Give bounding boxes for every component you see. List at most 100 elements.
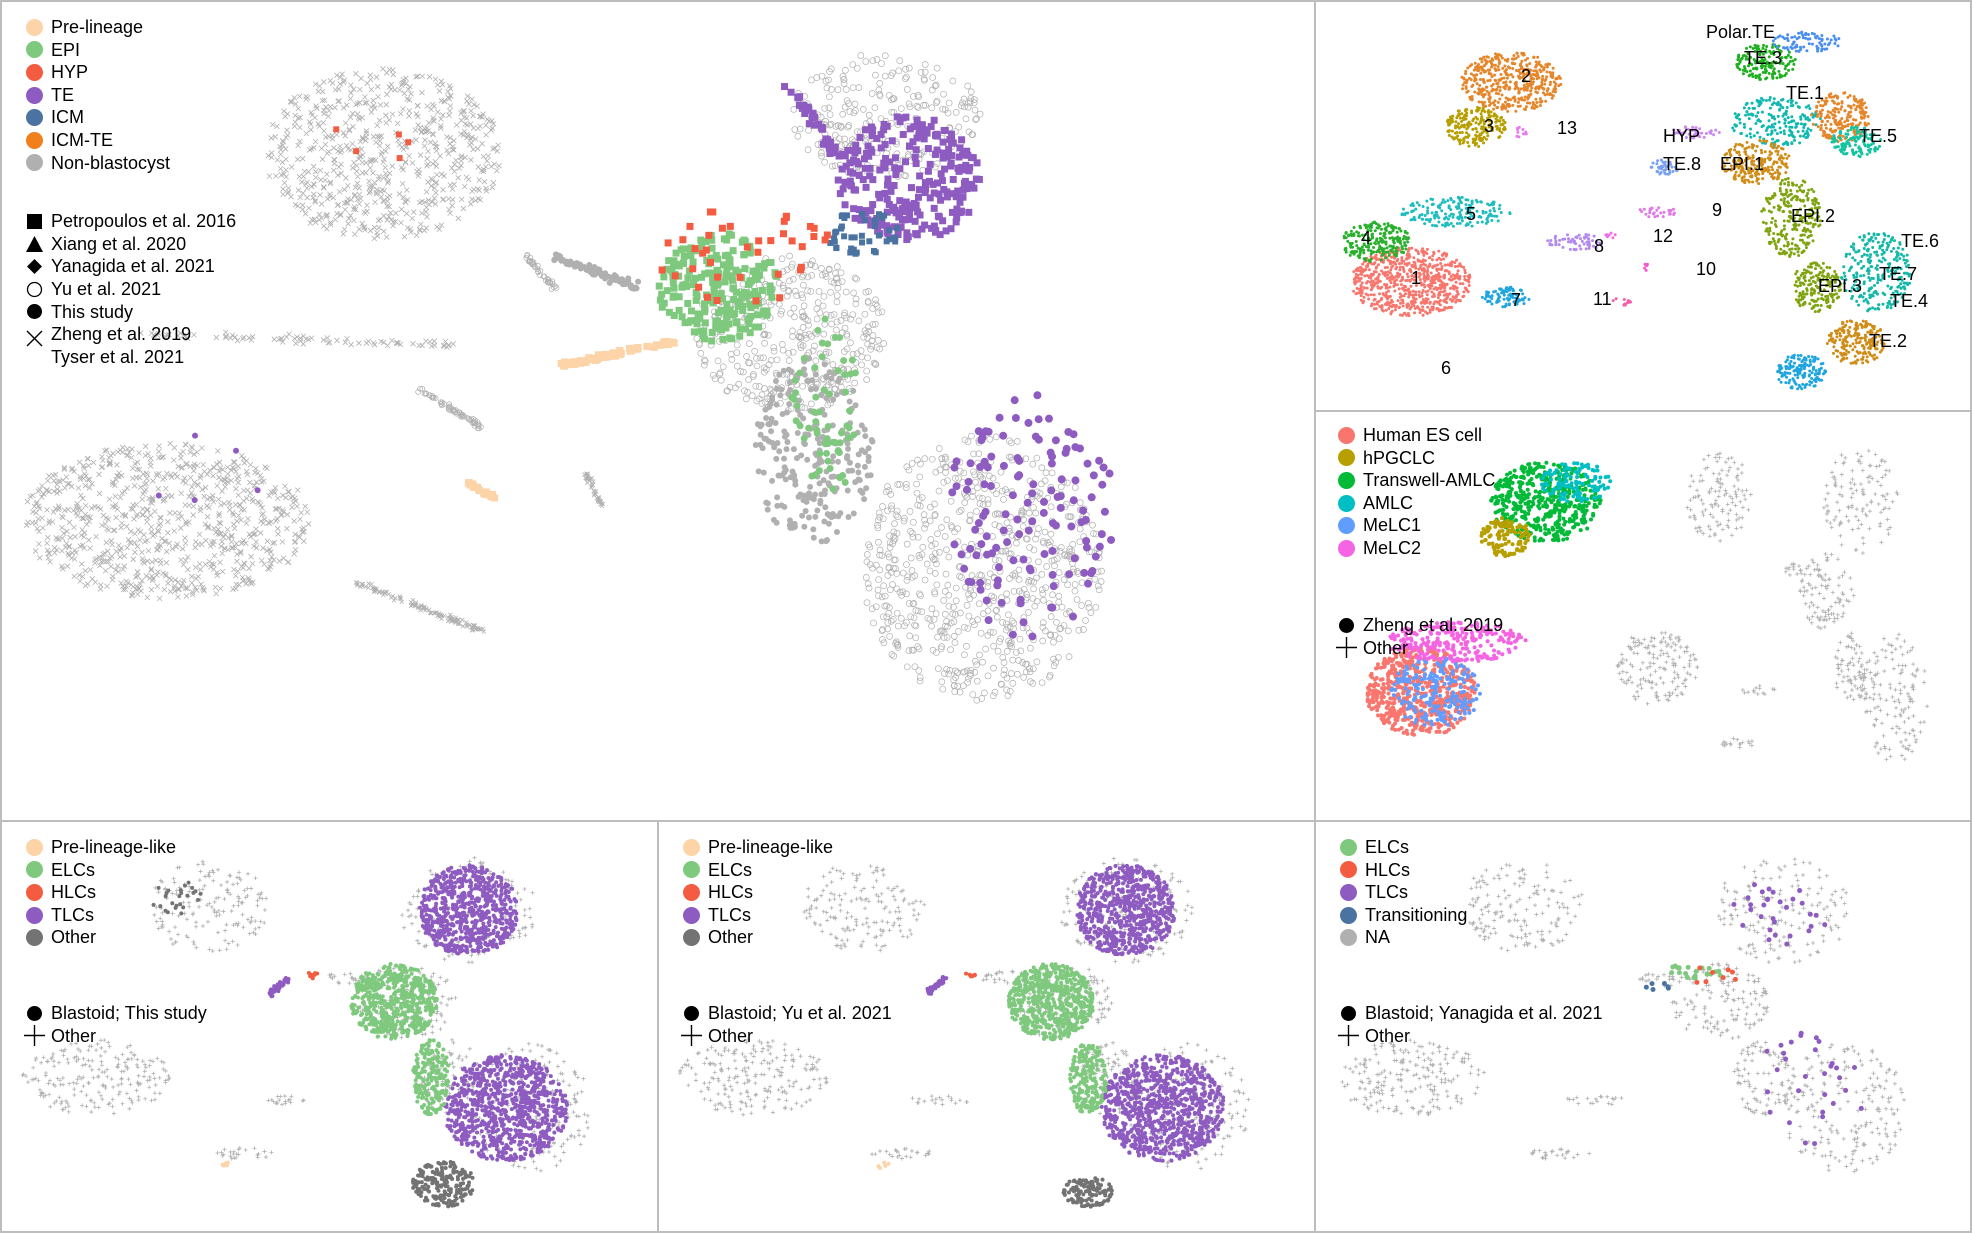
non-blastocyst-point xyxy=(334,337,340,344)
te-point xyxy=(976,585,985,594)
this-study-point xyxy=(818,538,825,545)
non-blastocyst-point xyxy=(346,126,353,133)
non-blastocyst-point xyxy=(348,197,355,203)
non-blastocyst-point xyxy=(216,512,222,519)
non-blastocyst-point xyxy=(44,477,51,484)
yu-point xyxy=(865,288,872,295)
yu-point xyxy=(791,287,799,295)
non-blastocyst-point xyxy=(386,213,392,220)
cluster-point xyxy=(1435,267,1439,271)
non-blastocyst-point xyxy=(377,102,384,108)
yu-point xyxy=(984,607,992,615)
yu-point xyxy=(1089,521,1096,529)
non-blastocyst-point xyxy=(130,475,136,482)
te-point xyxy=(810,121,818,129)
non-blastocyst-point xyxy=(330,167,337,174)
yu-point xyxy=(970,99,978,107)
yu-point xyxy=(899,569,907,577)
non-blastocyst-point xyxy=(65,550,72,557)
this-study-point xyxy=(632,284,639,291)
this-study-point xyxy=(781,433,788,440)
non-blastocyst-point xyxy=(362,94,368,100)
non-blastocyst-point xyxy=(53,547,60,553)
cluster-point xyxy=(1369,293,1373,297)
non-blastocyst-point xyxy=(447,210,453,217)
non-blastocyst-point xyxy=(479,140,485,147)
yu-point xyxy=(982,645,989,653)
non-blastocyst-point xyxy=(70,507,77,514)
yu-point xyxy=(905,647,913,654)
cluster-point xyxy=(1399,283,1403,287)
te-point xyxy=(948,208,956,216)
non-blastocyst-point xyxy=(285,185,292,191)
non-blastocyst-point xyxy=(228,477,235,484)
yu-point xyxy=(892,511,900,519)
cluster-point xyxy=(1421,247,1425,251)
non-blastocyst-point xyxy=(413,232,420,239)
hyp-point xyxy=(821,236,829,244)
non-blastocyst-point xyxy=(219,488,225,494)
pre-lineage-point xyxy=(595,351,603,359)
this-study-point xyxy=(846,398,853,405)
non-blastocyst-point xyxy=(312,199,319,205)
pre-lineage-point xyxy=(634,343,642,351)
te-point xyxy=(1070,554,1079,563)
yu-point xyxy=(879,503,886,510)
yu-point xyxy=(881,592,889,600)
non-blastocyst-point xyxy=(288,164,295,170)
hyp-point xyxy=(810,224,818,232)
study-legend-item-tyser-et-al-2021: Tyser et al. 2021 xyxy=(26,346,236,369)
non-blastocyst-point xyxy=(46,520,52,526)
te-point xyxy=(952,193,960,201)
cluster-point xyxy=(1450,305,1454,309)
yu-point xyxy=(895,67,903,75)
te-point xyxy=(975,175,983,183)
non-blastocyst-point xyxy=(319,97,326,104)
yu-point xyxy=(751,347,759,355)
non-blastocyst-point xyxy=(234,475,240,482)
te-point xyxy=(841,201,849,209)
te-point xyxy=(936,231,944,239)
yu-point xyxy=(957,506,965,514)
non-blastocyst-point xyxy=(295,533,302,539)
epi-point xyxy=(732,288,740,296)
te-point xyxy=(906,210,914,218)
this-study-point xyxy=(837,510,844,517)
non-blastocyst-point xyxy=(204,525,211,531)
non-blastocyst-point xyxy=(441,98,447,104)
yu-point xyxy=(965,591,972,598)
this-study-point xyxy=(852,479,859,486)
yu-point xyxy=(805,126,812,134)
epi-point xyxy=(714,281,722,289)
non-blastocyst-point xyxy=(433,163,440,169)
non-blastocyst-point xyxy=(448,165,455,171)
non-blastocyst-point xyxy=(367,227,374,234)
cluster-point xyxy=(1439,290,1443,294)
non-blastocyst-point xyxy=(476,187,483,194)
non-blastocyst-point xyxy=(188,490,195,496)
yu-point xyxy=(884,483,891,490)
non-blastocyst-point xyxy=(66,519,73,526)
this-study-point xyxy=(830,453,837,460)
non-blastocyst-point xyxy=(122,513,129,519)
yu-point xyxy=(987,628,994,636)
non-blastocyst-point xyxy=(480,168,487,175)
epi-point xyxy=(805,424,813,432)
non-blastocyst-point xyxy=(356,201,363,207)
yu-point xyxy=(940,597,948,604)
this-study-point xyxy=(850,387,857,394)
cluster-point xyxy=(1421,313,1425,317)
non-blastocyst-point xyxy=(235,479,242,486)
yu-point xyxy=(998,681,1005,688)
yu-point xyxy=(991,556,999,564)
yu-point xyxy=(871,320,879,328)
non-blastocyst-point xyxy=(398,595,403,601)
yu-point xyxy=(907,613,915,621)
epi-point xyxy=(810,408,818,416)
non-blastocyst-point xyxy=(137,581,144,587)
epi-point xyxy=(707,254,715,262)
yu-point xyxy=(1018,511,1026,519)
te-point xyxy=(891,154,899,162)
yu-point xyxy=(1070,565,1077,573)
non-blastocyst-point xyxy=(106,496,113,502)
